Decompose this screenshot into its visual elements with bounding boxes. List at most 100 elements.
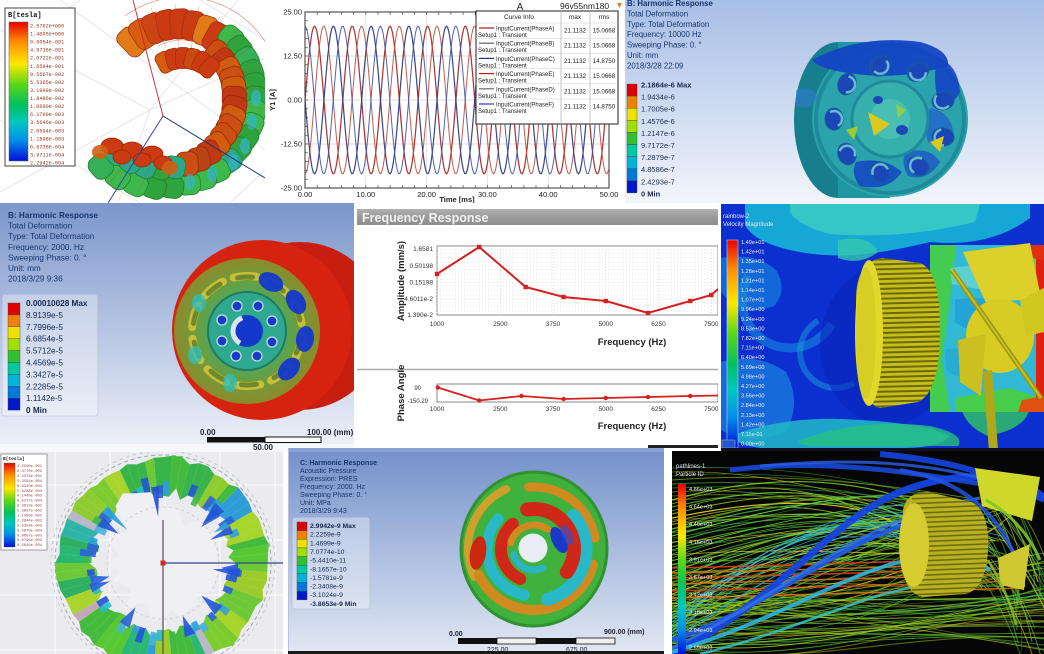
svg-text:1.2147e-6: 1.2147e-6 — [641, 129, 675, 138]
svg-text:pathlines-1: pathlines-1 — [676, 464, 706, 470]
svg-text:7.2879e-7: 7.2879e-7 — [641, 153, 675, 162]
svg-text:-1.5781e-9: -1.5781e-9 — [310, 575, 343, 582]
svg-text:100.00 (mm): 100.00 (mm) — [307, 428, 354, 437]
svg-text:50.00: 50.00 — [253, 443, 274, 452]
svg-text:2.3770e-003: 2.3770e-003 — [17, 470, 43, 474]
svg-text:7.0774e-10: 7.0774e-10 — [310, 549, 345, 556]
svg-text:5.69e+00: 5.69e+00 — [741, 365, 765, 371]
svg-text:1.4576e-6: 1.4576e-6 — [641, 117, 675, 126]
svg-text:1.07e+01: 1.07e+01 — [741, 298, 765, 304]
svg-text:2.5762e+000: 2.5762e+000 — [30, 24, 64, 30]
svg-text:40.00: 40.00 — [539, 190, 558, 199]
svg-text:14.8750: 14.8750 — [593, 58, 616, 65]
svg-text:7.7996e-5: 7.7996e-5 — [26, 323, 63, 332]
svg-text:15.0668: 15.0668 — [593, 43, 616, 50]
svg-text:8.6217e-004: 8.6217e-004 — [17, 500, 43, 504]
svg-text:7.82e+00: 7.82e+00 — [741, 336, 765, 342]
svg-text:1.4699e-9: 1.4699e-9 — [310, 540, 341, 547]
svg-text:6.6854e-5: 6.6854e-5 — [26, 335, 63, 344]
svg-text:0.00: 0.00 — [449, 631, 463, 638]
svg-text:0 Min: 0 Min — [641, 189, 661, 198]
svg-text:9.5567e-002: 9.5567e-002 — [30, 72, 64, 78]
svg-text:C: Harmonic Response: C: Harmonic Response — [300, 460, 377, 467]
svg-text:8.9340e-003: 8.9340e-003 — [17, 485, 43, 489]
svg-text:3750: 3750 — [546, 406, 561, 413]
svg-text:8.9613e-002: 8.9613e-002 — [17, 505, 43, 509]
svg-text:Sweeping Phase: 0. °: Sweeping Phase: 0. ° — [300, 491, 367, 499]
svg-text:Setup1 : Transient: Setup1 : Transient — [478, 79, 527, 85]
svg-text:Particle ID: Particle ID — [676, 472, 704, 478]
svg-text:90: 90 — [414, 386, 421, 392]
svg-text:5.8288e-003: 5.8288e-003 — [17, 490, 43, 494]
svg-text:2.13e+00: 2.13e+00 — [741, 413, 765, 419]
svg-text:4.40e+03: 4.40e+03 — [689, 522, 713, 528]
svg-text:A: A — [517, 2, 524, 13]
svg-text:InputCurrent(PhaseE): InputCurrent(PhaseE) — [496, 72, 554, 78]
svg-text:-8.1657e-10: -8.1657e-10 — [310, 566, 347, 573]
svg-text:4.9716e-001: 4.9716e-001 — [30, 48, 64, 54]
svg-text:10.00: 10.00 — [356, 190, 375, 199]
svg-text:Type: Total Deformation: Type: Total Deformation — [8, 232, 95, 241]
svg-text:1.42e+00: 1.42e+00 — [741, 422, 765, 428]
svg-text:rms: rms — [599, 14, 611, 21]
svg-text:2500: 2500 — [493, 321, 508, 328]
svg-text:1.6581: 1.6581 — [413, 246, 433, 253]
svg-text:Setup1 : Transient: Setup1 : Transient — [478, 109, 527, 115]
svg-text:InputCurrent(PhaseA): InputCurrent(PhaseA) — [496, 27, 554, 33]
svg-text:21.1132: 21.1132 — [564, 43, 586, 50]
svg-text:2.0594e-003: 2.0594e-003 — [30, 128, 64, 134]
svg-text:225.00: 225.00 — [487, 647, 509, 654]
svg-text:7500: 7500 — [704, 406, 719, 413]
svg-text:2.1864e-6 Max: 2.1864e-6 Max — [641, 81, 692, 90]
svg-text:Frequency Response: Frequency Response — [362, 211, 488, 225]
svg-text:6.1700e-003: 6.1700e-003 — [30, 112, 64, 118]
svg-text:1.8486e-002: 1.8486e-002 — [30, 96, 64, 102]
svg-text:12.50: 12.50 — [283, 52, 302, 61]
svg-text:14.8750: 14.8750 — [593, 104, 616, 111]
svg-text:Amplitude (mm/s): Amplitude (mm/s) — [396, 241, 407, 321]
svg-text:30.00: 30.00 — [478, 190, 497, 199]
svg-text:1.390e-2: 1.390e-2 — [407, 312, 433, 319]
svg-text:1.6594e-001: 1.6594e-001 — [30, 64, 64, 70]
svg-text:8.53e+00: 8.53e+00 — [741, 326, 765, 332]
svg-text:15.0668: 15.0668 — [593, 28, 616, 35]
svg-text:5000: 5000 — [599, 321, 614, 328]
svg-text:5.3979e-004: 5.3979e-004 — [17, 529, 43, 533]
svg-text:Frequency (Hz): Frequency (Hz) — [598, 337, 667, 348]
svg-text:9.96e+00: 9.96e+00 — [741, 307, 765, 313]
svg-text:2.0722e-001: 2.0722e-001 — [30, 56, 64, 62]
svg-text:1.49e+01: 1.49e+01 — [741, 240, 765, 246]
svg-text:InputCurrent(PhaseB): InputCurrent(PhaseB) — [496, 42, 554, 48]
svg-text:-2.3408e-9: -2.3408e-9 — [310, 584, 343, 591]
svg-text:Unit: mm: Unit: mm — [627, 51, 658, 60]
svg-text:Total Deformation: Total Deformation — [8, 222, 73, 231]
svg-text:B[tesla]: B[tesla] — [3, 456, 25, 462]
svg-text:1.9434e-6: 1.9434e-6 — [641, 93, 675, 102]
svg-text:3.42e+03: 3.42e+03 — [689, 593, 713, 599]
svg-text:6250: 6250 — [651, 321, 666, 328]
svg-text:2.84e+00: 2.84e+00 — [741, 403, 765, 409]
svg-text:5.6796e-003: 5.6796e-003 — [17, 539, 43, 543]
svg-text:rainbow-2: rainbow-2 — [723, 214, 750, 220]
svg-text:InputCurrent(PhaseC): InputCurrent(PhaseC) — [496, 57, 555, 63]
svg-text:5.9359e-003: 5.9359e-003 — [17, 524, 43, 528]
svg-text:1.21e+01: 1.21e+01 — [741, 278, 765, 284]
svg-text:96v55nm180: 96v55nm180 — [560, 1, 609, 11]
svg-text:4.8586e-7: 4.8586e-7 — [641, 165, 675, 174]
svg-text:2.3844e-002: 2.3844e-002 — [17, 520, 43, 524]
svg-text:900.00 (mm): 900.00 (mm) — [604, 629, 644, 636]
svg-text:-5.4410e-11: -5.4410e-11 — [310, 558, 346, 565]
svg-text:6250: 6250 — [651, 406, 666, 413]
svg-text:InputCurrent(PhaseF): InputCurrent(PhaseF) — [496, 103, 554, 109]
svg-text:0.00: 0.00 — [200, 428, 216, 437]
svg-text:1000: 1000 — [430, 406, 445, 413]
svg-text:1.42e+01: 1.42e+01 — [741, 250, 765, 256]
svg-text:2.4476e-001: 2.4476e-001 — [17, 475, 43, 479]
svg-text:Frequency: 2000. Hz: Frequency: 2000. Hz — [300, 484, 365, 491]
svg-text:675.00: 675.00 — [566, 647, 588, 654]
svg-text:2018/3/29 9:36: 2018/3/29 9:36 — [8, 275, 63, 284]
svg-text:2.69e+03: 2.69e+03 — [689, 645, 713, 651]
svg-text:Acoustic Pressure: Acoustic Pressure — [300, 468, 357, 475]
svg-text:Time [ms]: Time [ms] — [439, 195, 475, 204]
svg-text:2.2259e-9: 2.2259e-9 — [310, 532, 341, 539]
